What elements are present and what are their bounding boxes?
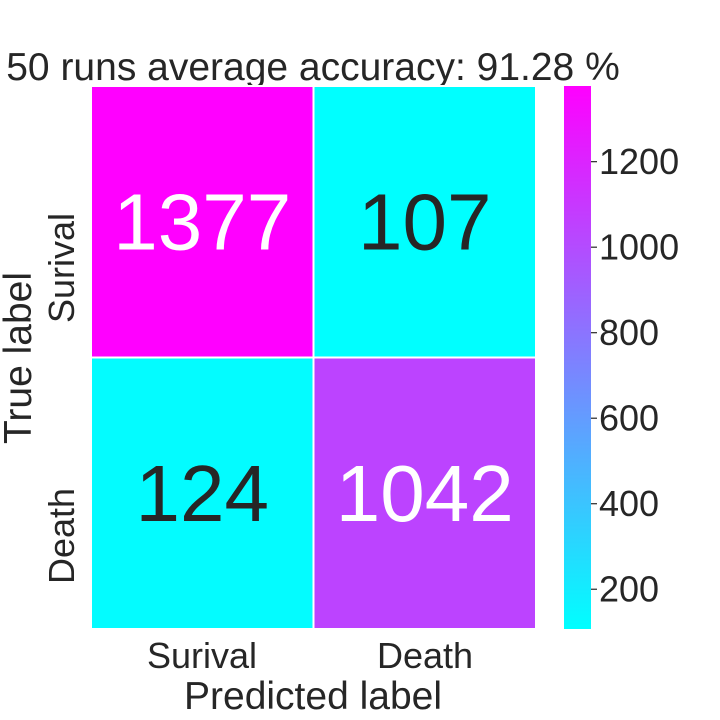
colorbar-tick-label-600: 600 xyxy=(599,398,659,439)
x-tick-label-surival: Surival xyxy=(147,635,257,676)
colorbar-tick-label-1000: 1000 xyxy=(599,227,679,268)
heatmap-cell-value-0-1: 107 xyxy=(358,177,491,266)
colorbar-ticks: 200 400 600 800 1000 1200 xyxy=(591,141,679,610)
x-axis-label: Predicted label xyxy=(184,675,442,718)
heatmap-cell-value-0-0: 1377 xyxy=(113,177,291,266)
colorbar xyxy=(564,86,591,629)
colorbar-tick-label-200: 200 xyxy=(599,569,659,610)
y-axis-label: True label xyxy=(0,272,40,444)
heatmap-cells xyxy=(90,85,537,630)
x-tick-label-death: Death xyxy=(377,635,473,676)
heatmap-cell-0-1 xyxy=(312,85,537,359)
heatmap-cell-1-0 xyxy=(90,356,315,630)
y-tick-label-surival: Surival xyxy=(41,213,82,323)
chart-title: 50 runs average accuracy: 91.28 % xyxy=(6,46,620,89)
colorbar-tick-label-400: 400 xyxy=(599,483,659,524)
heatmap-cell-value-1-0: 124 xyxy=(136,449,269,538)
heatmap-cell-value-1-1: 1042 xyxy=(336,449,514,538)
heatmap-cell-0-0 xyxy=(90,85,315,359)
y-tick-label-death: Death xyxy=(41,488,82,584)
colorbar-tick-label-1200: 1200 xyxy=(599,141,679,182)
heatmap-cell-1-1 xyxy=(312,356,537,630)
heatmap-cell-labels: 1377 107 124 1042 xyxy=(113,177,513,538)
colorbar-tick-label-800: 800 xyxy=(599,312,659,353)
